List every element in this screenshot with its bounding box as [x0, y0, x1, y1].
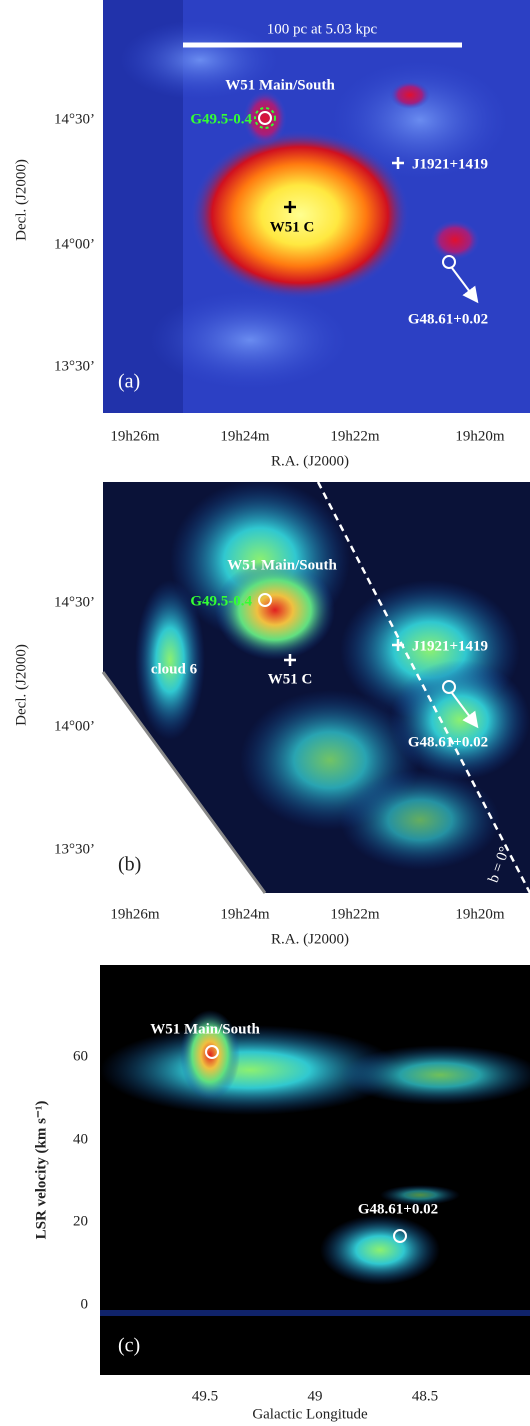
y-tick-label: 14°00’ — [54, 236, 95, 252]
x-tick-label: 19h20m — [455, 906, 505, 922]
y-tick-label: 14°30’ — [54, 111, 95, 127]
x-tick-label: 19h26m — [110, 906, 160, 922]
y-tick-label: 14°30’ — [54, 594, 95, 610]
y-tick-label: 20 — [73, 1213, 88, 1229]
y-tick-label: 0 — [81, 1296, 89, 1312]
x-tick-label: 19h24m — [220, 906, 270, 922]
x-tick-label: 48.5 — [412, 1388, 438, 1404]
annotation: G48.61+0.02 — [408, 734, 488, 750]
x-axis-title: R.A. (J2000) — [271, 931, 349, 947]
x-tick-label: 49.5 — [192, 1388, 218, 1404]
y-tick-label: 14°00’ — [54, 718, 95, 734]
x-tick-label: 19h22m — [330, 906, 380, 922]
x-axis-title: R.A. (J2000) — [271, 453, 349, 469]
annotation: W51 Main/South — [227, 557, 337, 573]
x-tick-label: 19h22m — [330, 428, 380, 444]
panel-a: 100 pc at 5.03 kpc W51 Main/South G49.5-… — [13, 0, 530, 469]
annotation: W51 C — [268, 671, 313, 687]
y-axis-title: LSR velocity (km s⁻¹) — [33, 1101, 49, 1240]
annotation: G49.5-0.4 — [190, 111, 252, 127]
panel-label: (a) — [118, 371, 140, 393]
y-tick-label: 60 — [73, 1048, 88, 1064]
x-tick-label: 49 — [308, 1388, 323, 1404]
annotation: cloud 6 — [151, 661, 198, 677]
annotation: W51 Main/South — [225, 77, 335, 93]
x-tick-label: 19h20m — [455, 428, 505, 444]
annotation: W51 Main/South — [150, 1021, 260, 1037]
panel-label: (c) — [118, 1335, 140, 1357]
x-axis-title: Galactic Longitude — [252, 1406, 368, 1422]
panel-label: (b) — [118, 854, 141, 876]
y-axis-title: Decl. (J2000) — [13, 644, 29, 726]
annotation: J1921+1419 — [412, 638, 488, 654]
annotation: G49.5-0.4 — [190, 593, 252, 609]
annotation: J1921+1419 — [412, 156, 488, 172]
y-tick-label: 40 — [73, 1131, 88, 1147]
annotation: G48.61+0.02 — [408, 311, 488, 327]
annotation: G48.61+0.02 — [358, 1201, 438, 1217]
scale-bar-label: 100 pc at 5.03 kpc — [267, 21, 378, 37]
panel-c: W51 Main/South G48.61+0.02 (c) 60 40 20 … — [33, 965, 530, 1422]
panel-b: W51 Main/South G49.5-0.4 J1921+1419 clou… — [13, 480, 530, 947]
y-tick-label: 13°30’ — [54, 841, 95, 857]
x-tick-label: 19h26m — [110, 428, 160, 444]
annotation: W51 C — [270, 219, 315, 235]
y-tick-label: 13°30’ — [54, 358, 95, 374]
y-axis-title: Decl. (J2000) — [13, 159, 29, 241]
x-tick-label: 19h24m — [220, 428, 270, 444]
